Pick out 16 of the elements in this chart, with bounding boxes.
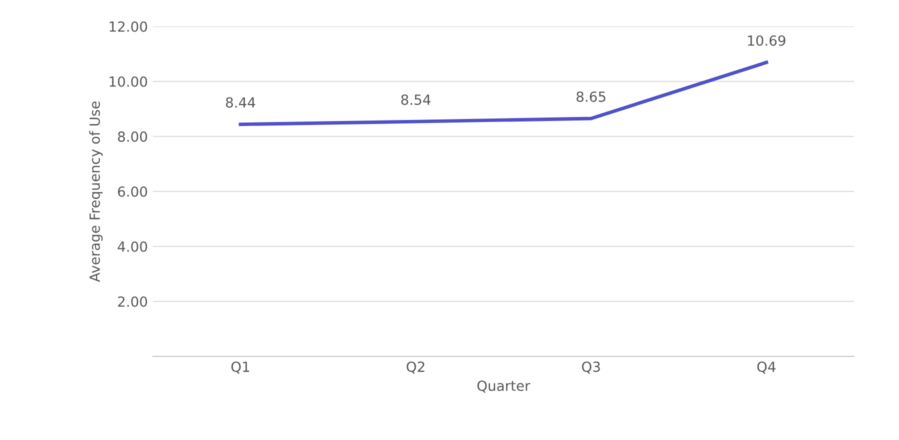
x-axis-title: Quarter xyxy=(477,380,530,393)
y-tick-label: 10.00 xyxy=(110,76,148,87)
data-label: 8.54 xyxy=(401,94,430,105)
x-tick-label: Q3 xyxy=(582,362,600,374)
x-tick-label: Q2 xyxy=(406,362,424,374)
y-tick-label: 8.00 xyxy=(118,131,148,142)
data-label: 8.65 xyxy=(576,91,606,102)
x-tick-label: Q1 xyxy=(231,362,250,374)
data-label: 8.44 xyxy=(226,97,256,108)
y-tick-label: 6.00 xyxy=(118,186,148,197)
data-label: 10.69 xyxy=(748,35,786,46)
y-tick-label: 4.00 xyxy=(118,241,148,252)
y-tick-label: 2.00 xyxy=(118,296,148,307)
y-tick-label: 12.00 xyxy=(110,21,148,32)
x-tick-label: Q4 xyxy=(757,362,776,374)
y-axis-title: Average Frequency of Use xyxy=(89,101,103,282)
